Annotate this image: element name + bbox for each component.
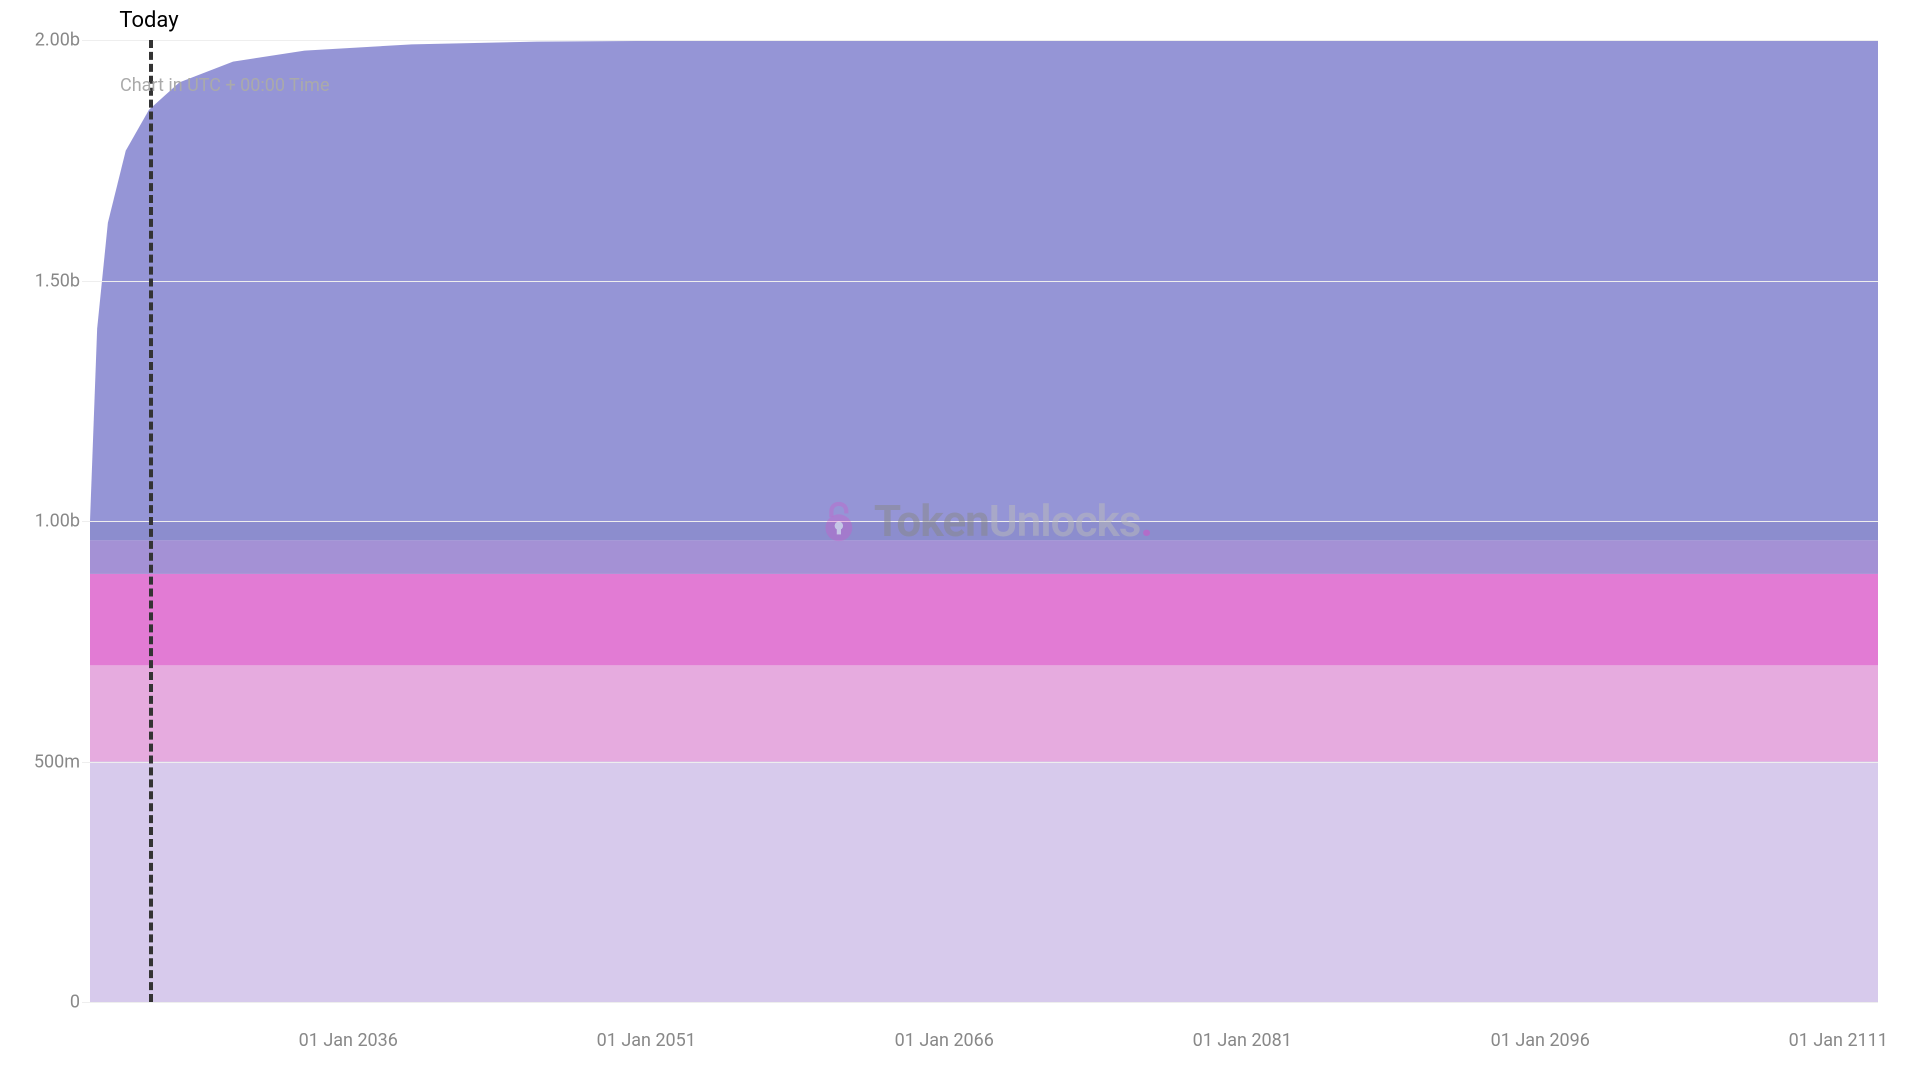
token-unlock-chart: Chart in UTC + 00:00 Time TokenUnlocks. … [0,0,1918,1092]
today-marker-line [149,40,153,1002]
area-band [90,762,1878,1003]
gridline [82,762,1878,763]
x-tick-label: 01 Jan 2081 [1193,1030,1292,1051]
x-tick-label: 01 Jan 2111 [1789,1030,1888,1051]
gridline [82,281,1878,282]
area-band [90,540,1878,574]
x-tick-label: 01 Jan 2036 [299,1030,398,1051]
y-tick-label: 0 [70,992,80,1013]
area-band [90,665,1878,761]
y-tick-label: 1.00b [35,511,80,532]
gridline [82,521,1878,522]
area-band [90,574,1878,665]
y-tick-label: 2.00b [35,30,80,51]
utc-timezone-note: Chart in UTC + 00:00 Time [120,75,330,96]
x-tick-label: 01 Jan 2096 [1491,1030,1590,1051]
y-tick-label: 1.50b [35,270,80,291]
gridline [82,1002,1878,1003]
y-tick-label: 500m [34,751,80,772]
today-label: Today [119,8,178,33]
gridline [82,40,1878,41]
plot-area[interactable]: Chart in UTC + 00:00 Time TokenUnlocks. [90,40,1878,1002]
x-tick-label: 01 Jan 2066 [895,1030,994,1051]
x-tick-label: 01 Jan 2051 [597,1030,696,1051]
area-band [90,521,1878,540]
